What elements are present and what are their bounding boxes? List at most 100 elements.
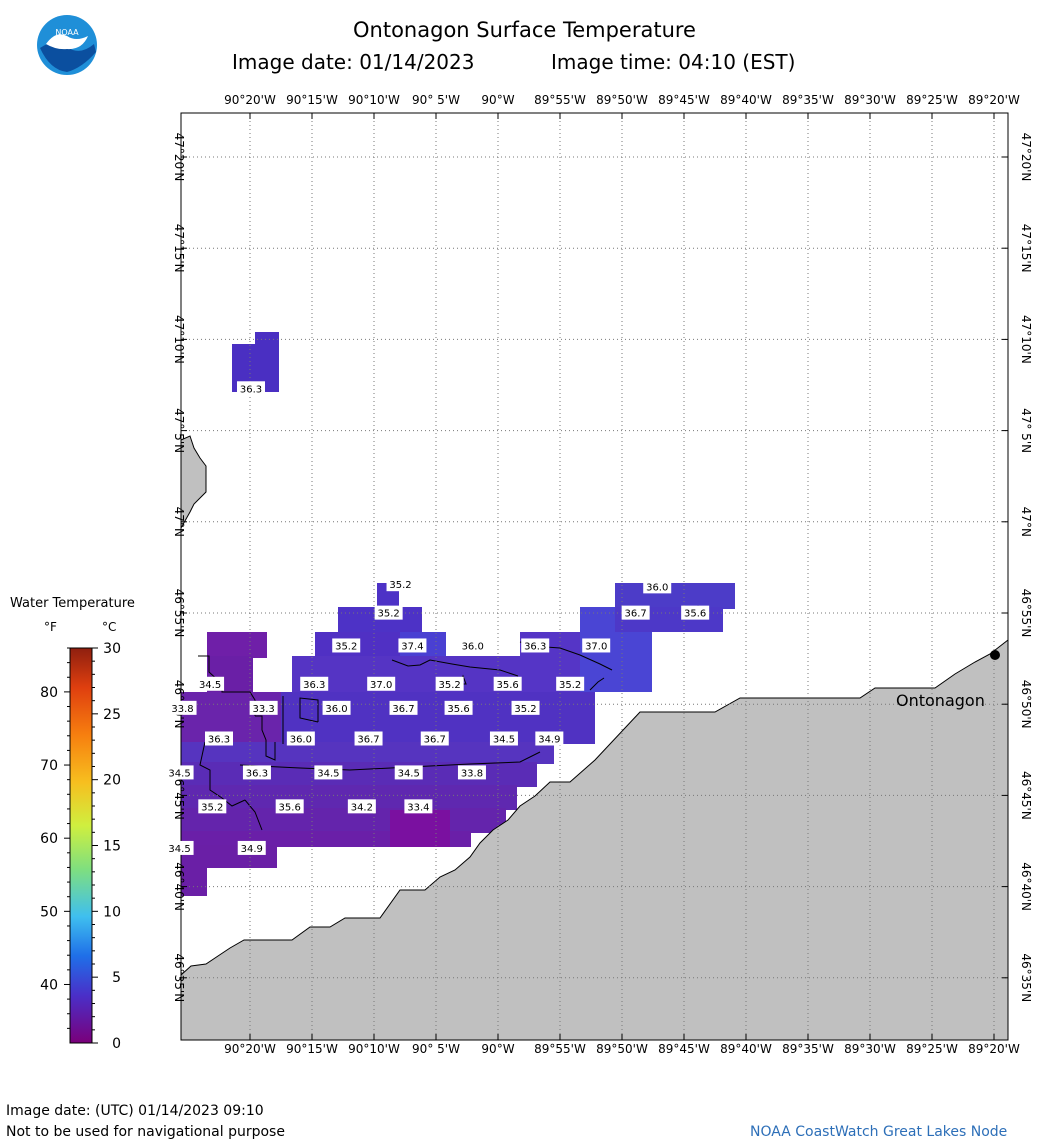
lat-label: 47° 5'N	[172, 408, 186, 453]
map-frame	[180, 112, 1009, 1041]
temperature-value: 35.6	[684, 609, 706, 620]
label-box	[404, 799, 433, 814]
temperature-value: 36.0	[462, 641, 484, 652]
lon-label: 90°20'W	[224, 1042, 276, 1056]
legend-c-label: 25	[103, 707, 121, 723]
label-box	[398, 638, 427, 653]
lon-label: 90°W	[481, 1042, 514, 1056]
lon-label: 89°40'W	[720, 93, 772, 107]
temperature-value: 33.3	[253, 704, 275, 715]
lat-label: 46°50'N	[1019, 680, 1033, 729]
lon-label: 89°45'W	[658, 93, 710, 107]
lat-label: 47°10'N	[1019, 315, 1033, 364]
lon-label: 89°35'W	[782, 93, 834, 107]
temperature-label: 34.5	[489, 731, 518, 746]
temperature-label: 35.6	[275, 799, 304, 814]
label-box	[511, 700, 540, 715]
lat-label: 46°55'N	[1019, 589, 1033, 638]
temperature-label: 34.5	[196, 676, 225, 691]
legend-c-label: 10	[103, 904, 121, 920]
legend-unit-f: °F	[44, 620, 57, 634]
temperature-label: 35.6	[444, 700, 473, 715]
temperature-label: 35.2	[556, 676, 585, 691]
temperature-label: 36.0	[643, 579, 672, 594]
lon-label: 90° 5'W	[412, 93, 460, 107]
temperature-value: 34.5	[398, 768, 420, 779]
temperature-value: 35.2	[389, 580, 411, 591]
temperature-value: 34.5	[493, 734, 515, 745]
temperature-value: 34.9	[538, 734, 560, 745]
temperature-label: 36.0	[286, 731, 315, 746]
label-box	[322, 700, 351, 715]
lat-lon-grid	[181, 113, 1008, 1040]
image-time: Image time: 04:10 (EST)	[551, 50, 796, 74]
lat-label: 46°35'N	[1019, 953, 1033, 1002]
label-box	[582, 638, 611, 653]
lon-label: 89°20'W	[968, 93, 1020, 107]
label-box	[556, 676, 585, 691]
latitude-labels-right: 47°20'N 47°15'N 47°10'N 47° 5'N 47°N 46°55'N 4…	[1019, 133, 1033, 1003]
temperature-value: 36.3	[240, 384, 262, 395]
temperature-value: 36.0	[646, 582, 668, 593]
legend-f-label: 60	[40, 831, 58, 847]
lon-label: 89°55'W	[534, 93, 586, 107]
temperature-value: 34.9	[241, 844, 263, 855]
ontonagon-marker-icon	[990, 650, 1000, 660]
temperature-label: 36.3	[242, 765, 271, 780]
map-title: Ontonagon Surface Temperature	[353, 18, 696, 42]
lon-label: 89°25'W	[906, 1042, 958, 1056]
label-box	[205, 731, 233, 746]
label-box	[300, 676, 329, 691]
temperature-value: 35.6	[497, 680, 519, 691]
longitude-labels-bottom: 90°20'W 90°15'W 90°10'W 90° 5'W 90°W 89°55'W 8…	[224, 1042, 1020, 1056]
lon-label: 89°55'W	[534, 1042, 586, 1056]
temperature-label: 36.0	[458, 638, 487, 653]
lat-label: 47°15'N	[172, 224, 186, 273]
lat-label: 47°10'N	[172, 315, 186, 364]
lat-label: 46°45'N	[1019, 771, 1033, 820]
latitude-labels-left: 47°20'N 47°15'N 47°10'N 47° 5'N 47°N 46°55'N 4…	[172, 133, 186, 1003]
legend-tick-marks	[64, 647, 98, 1044]
lon-label: 90°W	[481, 93, 514, 107]
axis-ticks	[181, 113, 1008, 1040]
label-box	[643, 579, 672, 594]
temperature-label: 37.0	[367, 676, 396, 691]
temperature-value: 33.8	[171, 704, 193, 715]
temperature-label: 35.2	[374, 605, 403, 620]
label-box	[275, 799, 304, 814]
temperature-label: 36.3	[521, 638, 550, 653]
legend-unit-c: °C	[102, 620, 117, 634]
temperature-value: 36.7	[424, 734, 446, 745]
temperature-label: 36.3	[205, 731, 233, 746]
temperature-label: 37.0	[582, 638, 611, 653]
temperature-value: 37.0	[585, 641, 607, 652]
label-box	[347, 799, 376, 814]
label-box	[493, 676, 522, 691]
legend-f-label: 70	[40, 758, 58, 774]
lat-label: 47°15'N	[1019, 224, 1033, 273]
legend-f-label: 50	[40, 904, 58, 920]
temperature-label: 34.5	[314, 765, 343, 780]
lon-label: 90°10'W	[348, 1042, 400, 1056]
legend-c-label: 20	[103, 773, 121, 789]
legend-c-label: 0	[112, 1036, 121, 1052]
label-box	[286, 731, 315, 746]
temperature-value: 36.0	[325, 704, 347, 715]
image-date: Image date: 01/14/2023	[232, 50, 475, 74]
temperature-label: 35.2	[386, 577, 415, 592]
lon-label: 90°20'W	[224, 93, 276, 107]
legend-c-labels: 30 25 20 15 10 5 0	[103, 641, 121, 1052]
temperature-value: 37.4	[401, 641, 423, 652]
temperature-value: 35.2	[201, 802, 223, 813]
label-box	[165, 765, 194, 780]
label-box	[249, 700, 278, 715]
temperature-value: 36.7	[625, 609, 647, 620]
lon-label: 89°50'W	[596, 1042, 648, 1056]
label-box	[444, 700, 473, 715]
label-box	[354, 731, 383, 746]
temperature-label: 34.5	[165, 765, 194, 780]
temperature-value: 34.5	[199, 680, 221, 691]
temperature-value: 35.6	[447, 704, 469, 715]
